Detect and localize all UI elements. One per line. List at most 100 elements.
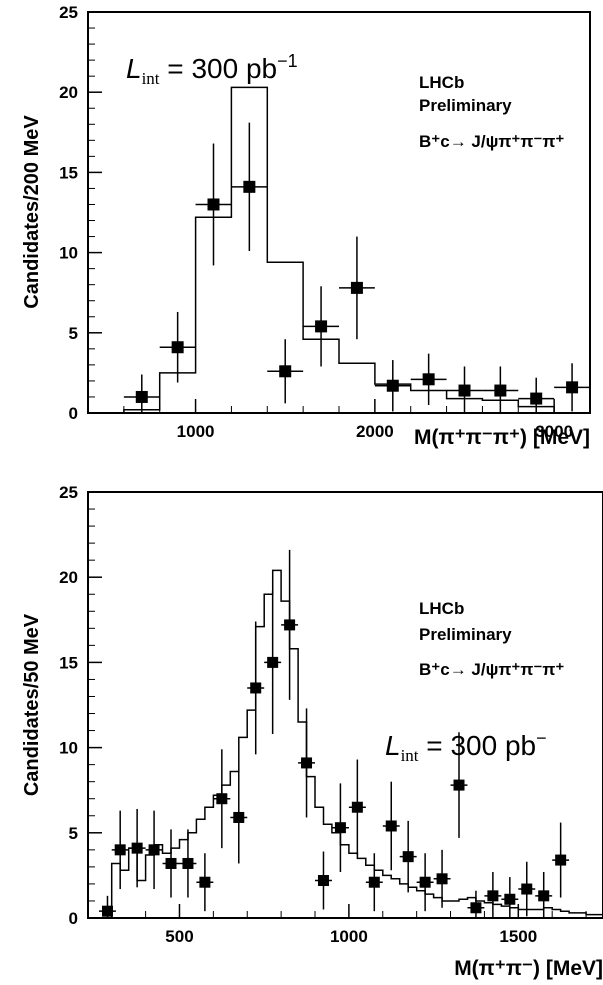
data-point [267,339,304,404]
data-point [518,861,536,917]
y-tick-label: 20 [59,83,78,102]
data-marker [458,384,471,397]
data-marker [165,857,177,869]
data-marker [494,384,507,397]
y-tick-label: 25 [59,3,78,22]
y-tick-label: 10 [59,244,78,263]
y-tick-label: 10 [59,739,78,758]
data-marker [350,281,363,294]
data-point [501,877,519,918]
data-point [348,759,366,855]
y-tick-label: 15 [59,163,78,182]
lumi-rest-bottom: = 300 pb [419,730,537,761]
data-marker [315,320,328,333]
data-marker [279,365,292,378]
data-marker [386,379,399,392]
lumi-sub-top: int [142,69,160,88]
y-axis-title-top: Candidates/200 MeV [21,115,43,309]
data-marker [419,876,431,888]
data-point [196,853,214,912]
data-point [298,708,316,818]
data-point [482,366,519,413]
luminosity-label-bottom: Lint = 300 pb− [385,728,547,765]
data-marker [135,390,148,403]
data-point [230,771,248,864]
y-tick-label: 20 [59,568,78,587]
x-tick-label: 3000 [535,422,573,441]
data-marker [470,902,482,914]
data-point [231,122,268,251]
x-tick-label: 1500 [499,927,537,946]
data-marker [334,822,346,834]
data-point [195,143,232,266]
x-tick-label: 500 [165,927,193,946]
data-point [281,549,299,700]
lumi-sup-top: −1 [277,51,298,71]
data-point [123,374,160,413]
data-point [331,783,349,872]
lumi-L-top: L [126,53,142,84]
data-marker [101,905,113,917]
data-marker [504,893,516,905]
x-tick-label: 1000 [177,422,215,441]
data-point [99,895,116,918]
data-point [518,377,555,413]
data-marker [267,656,279,668]
axis-ticks-top: 0 5 10 15 20 25 1000 2000 3000 [59,3,591,441]
data-marker [436,873,448,885]
status-label-bottom: Preliminary [419,625,512,644]
data-marker [114,844,126,856]
data-point [339,236,375,340]
y-tick-label: 25 [59,483,78,502]
data-point [484,871,502,918]
data-marker [233,811,245,823]
data-marker [301,757,313,769]
decay-label-bottom: B⁺c→ J/ψπ⁺π⁻π⁺ [419,660,564,679]
data-point [535,871,553,918]
data-point [179,829,197,898]
lumi-sub-bottom: int [401,746,419,765]
data-marker [243,180,256,193]
data-point [365,853,383,912]
y-tick-label: 5 [69,824,78,843]
data-point [247,621,265,755]
lumi-sup-bottom: − [536,728,547,748]
experiment-label-top: LHCb [419,73,464,92]
data-point [264,590,282,734]
luminosity-label-top: Lint = 300 pb−1 [126,51,298,88]
histogram-outline [123,86,555,413]
x-tick-label: 1000 [330,927,368,946]
data-point [374,360,411,412]
data-points-top [123,122,590,413]
data-point [433,849,451,908]
data-marker [182,857,194,869]
data-marker [402,851,414,863]
status-label-top: Preliminary [419,96,512,115]
data-point [554,363,590,412]
y-tick-label: 0 [69,909,78,928]
data-point [213,749,231,849]
data-point [382,781,400,871]
data-point [145,810,163,890]
x-axis-title-bottom: M(π⁺π⁻) [MeV] [454,957,603,980]
data-marker [538,890,550,902]
x-axis-title-top: M(π⁺π⁻π⁺) [MeV] [414,426,590,449]
lumi-L-bottom: L [385,730,401,761]
data-point [399,820,417,893]
data-point [303,286,339,367]
axis-ticks-bottom: 0 5 10 15 20 25 500 1000 1500 [59,483,587,946]
data-marker [368,876,380,888]
data-point [128,808,146,888]
data-marker [284,619,296,631]
data-point [416,853,434,912]
data-marker [250,682,262,694]
data-marker [453,779,465,791]
data-point [446,366,483,413]
data-marker [216,793,228,805]
data-point [315,851,332,910]
data-marker [148,844,160,856]
data-marker [317,875,329,887]
data-marker [207,198,220,211]
